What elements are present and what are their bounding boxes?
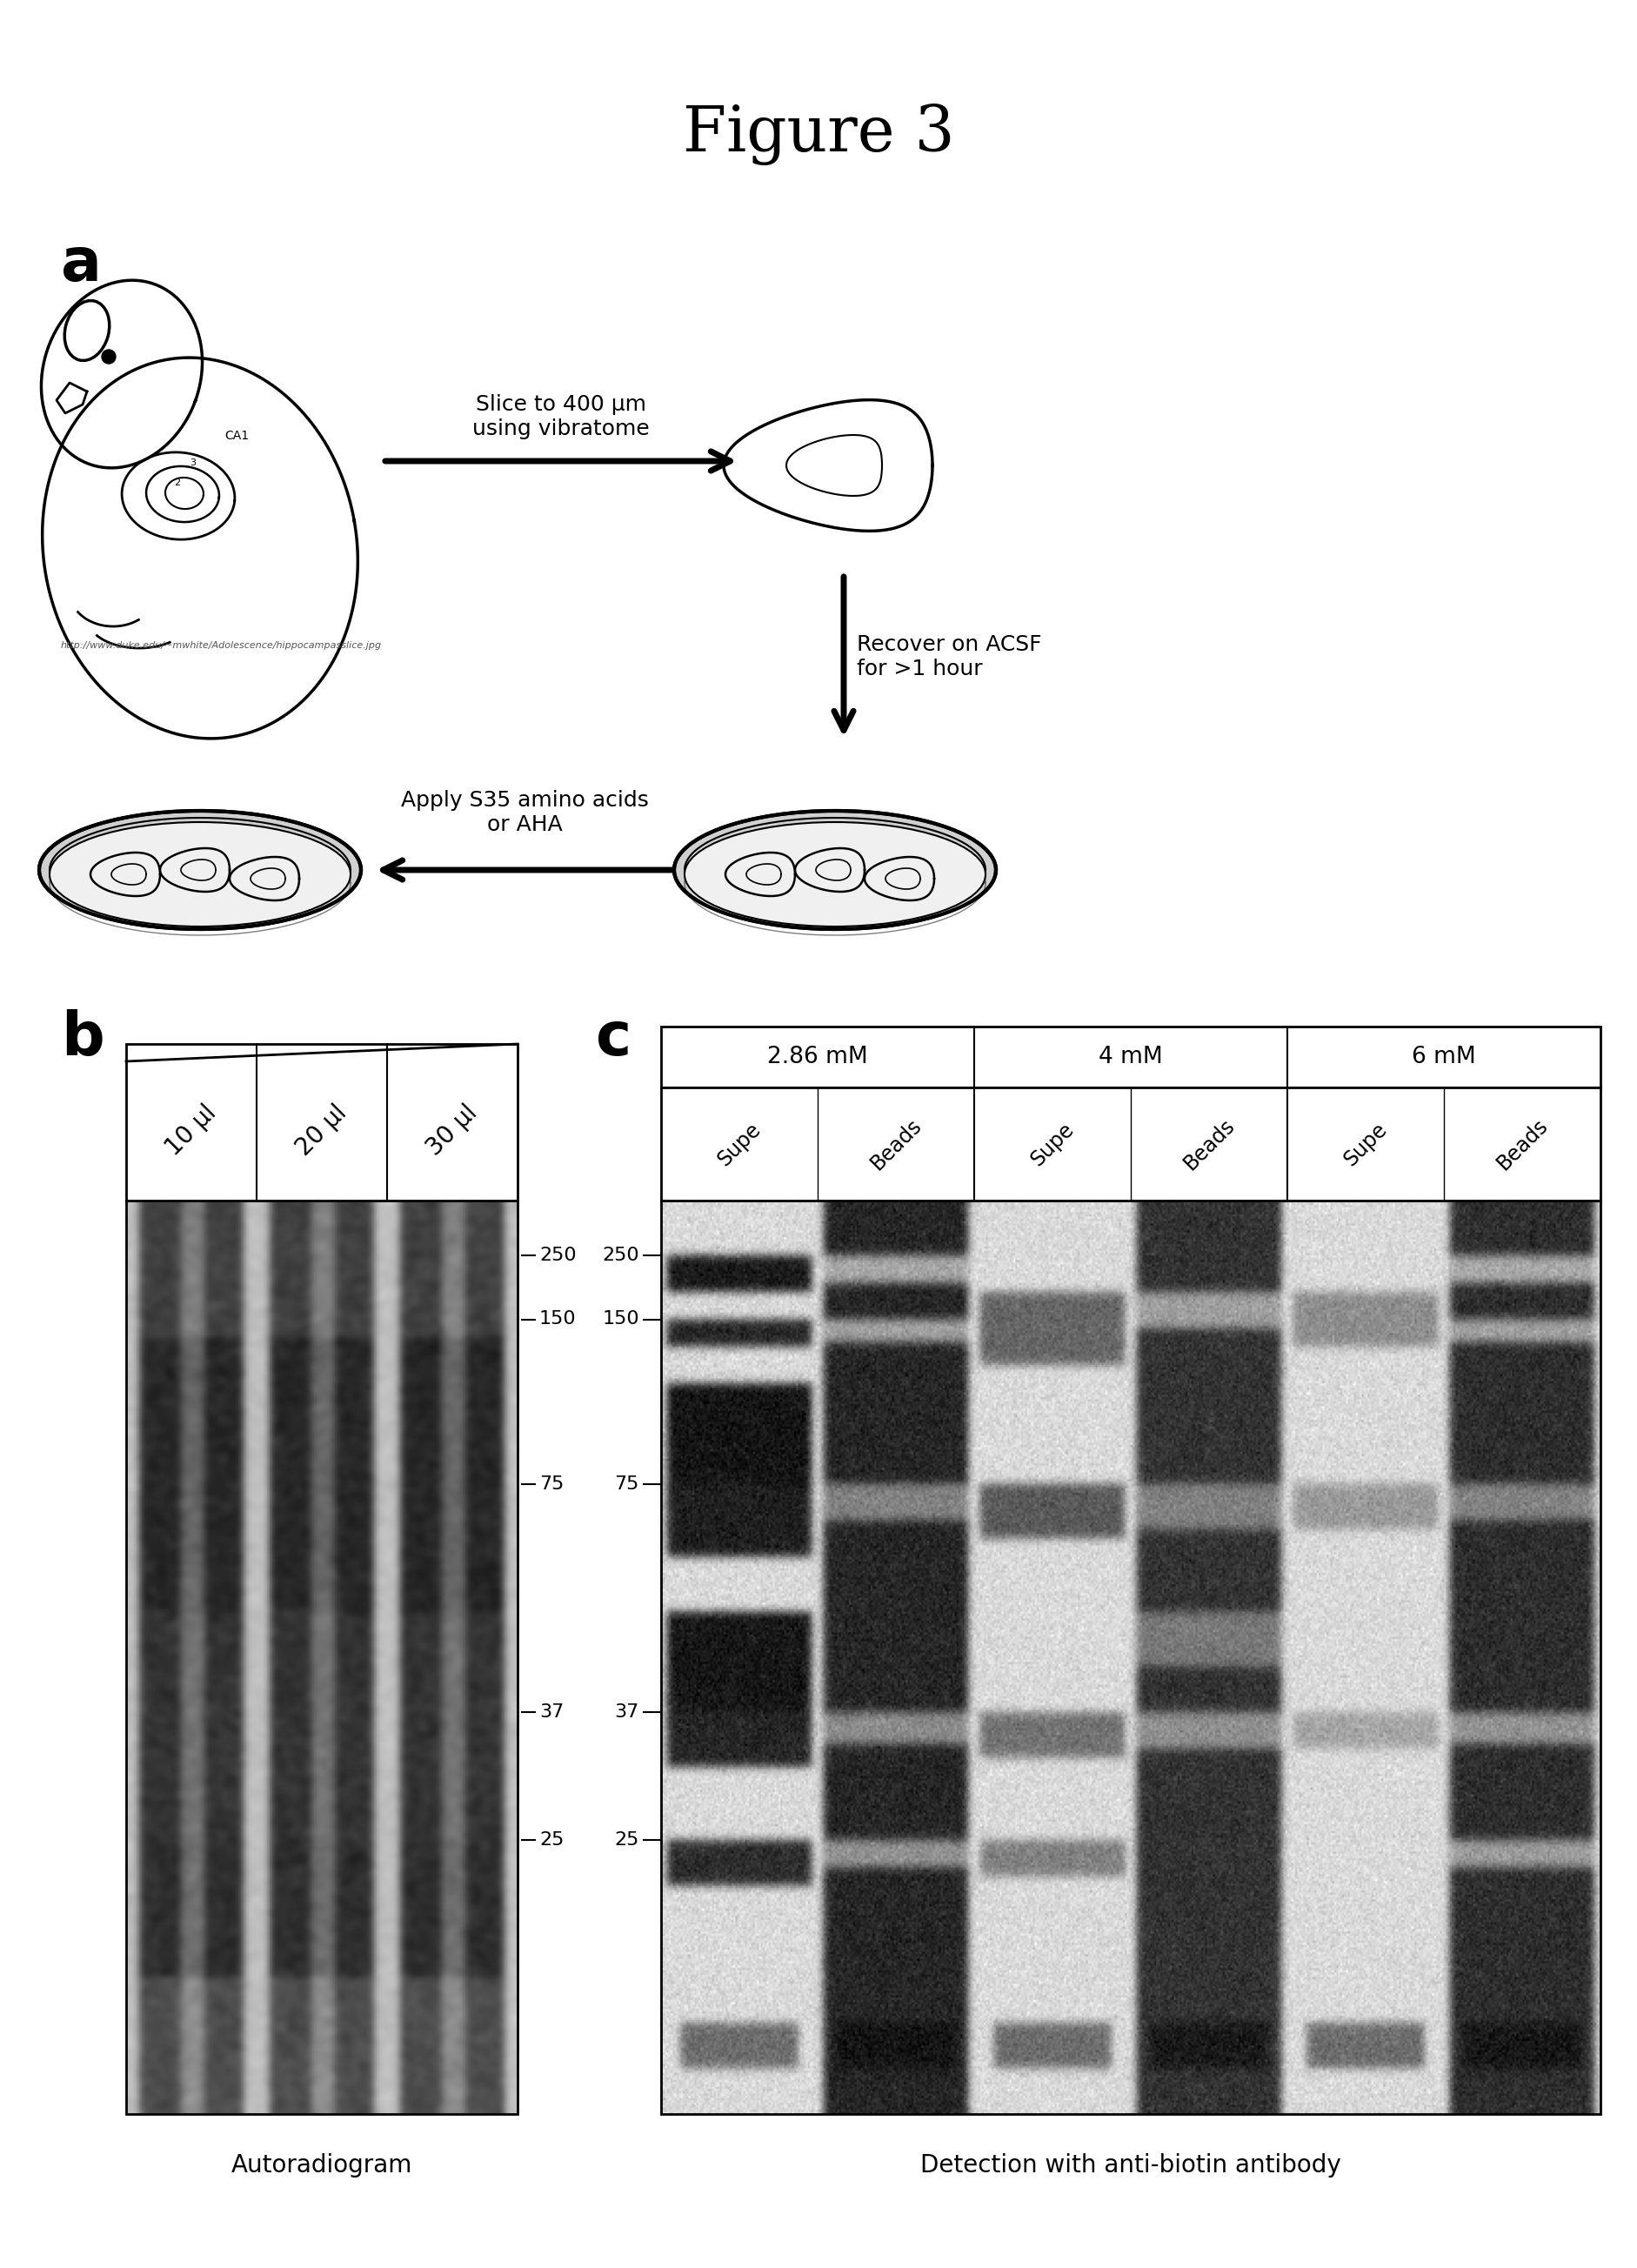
Text: Supe: Supe [1339, 1118, 1390, 1170]
Text: Supe: Supe [714, 1118, 764, 1170]
Ellipse shape [49, 821, 350, 928]
Text: http://www.duke.edu/~mwhite/Adolescence/hippocampasslice.jpg: http://www.duke.edu/~mwhite/Adolescence/… [61, 642, 381, 651]
Text: 250: 250 [539, 1247, 576, 1263]
Text: Beads: Beads [1491, 1114, 1550, 1173]
Text: b: b [61, 1009, 105, 1068]
Text: Supe: Supe [1026, 1118, 1077, 1170]
Text: 37: 37 [539, 1703, 563, 1721]
Text: 30 µl: 30 µl [422, 1100, 483, 1161]
Text: 75: 75 [539, 1474, 563, 1492]
Text: 150: 150 [539, 1311, 576, 1329]
Bar [126, 1200, 517, 2114]
Bar [126, 1043, 517, 1200]
Text: 25: 25 [539, 1830, 563, 1848]
Ellipse shape [39, 810, 360, 930]
Ellipse shape [674, 810, 995, 930]
Bar [661, 1086, 1599, 1200]
Circle shape [101, 349, 116, 363]
Ellipse shape [684, 821, 985, 928]
Text: 250: 250 [602, 1247, 638, 1263]
Text: 150: 150 [602, 1311, 638, 1329]
Text: Recover on ACSF
for >1 hour: Recover on ACSF for >1 hour [856, 635, 1041, 680]
Text: 37: 37 [614, 1703, 638, 1721]
Bar [661, 1200, 1599, 2114]
Text: 6 mM: 6 mM [1411, 1046, 1475, 1068]
Text: 2: 2 [174, 479, 180, 488]
Text: Autoradiogram: Autoradiogram [231, 2152, 413, 2177]
Text: Detection with anti-biotin antibody: Detection with anti-biotin antibody [920, 2152, 1341, 2177]
Text: CA1: CA1 [224, 429, 249, 442]
Text: 25: 25 [614, 1830, 638, 1848]
Text: Apply S35 amino acids
or AHA: Apply S35 amino acids or AHA [401, 789, 648, 835]
Text: c: c [596, 1009, 632, 1068]
Ellipse shape [684, 826, 985, 930]
Text: 3: 3 [190, 458, 195, 467]
Text: Figure 3: Figure 3 [683, 104, 954, 166]
Text: 2.86 mM: 2.86 mM [766, 1046, 868, 1068]
Text: a: a [61, 236, 101, 293]
Text: 20 µl: 20 µl [291, 1100, 352, 1161]
Bar [661, 1027, 1599, 1086]
Text: Beads: Beads [1179, 1114, 1238, 1173]
Text: Slice to 400 µm
using vibratome: Slice to 400 µm using vibratome [471, 395, 650, 440]
Text: 10 µl: 10 µl [162, 1100, 221, 1161]
Ellipse shape [49, 826, 350, 930]
Text: Beads: Beads [866, 1114, 925, 1173]
Text: 4 mM: 4 mM [1098, 1046, 1162, 1068]
Text: 75: 75 [614, 1474, 638, 1492]
